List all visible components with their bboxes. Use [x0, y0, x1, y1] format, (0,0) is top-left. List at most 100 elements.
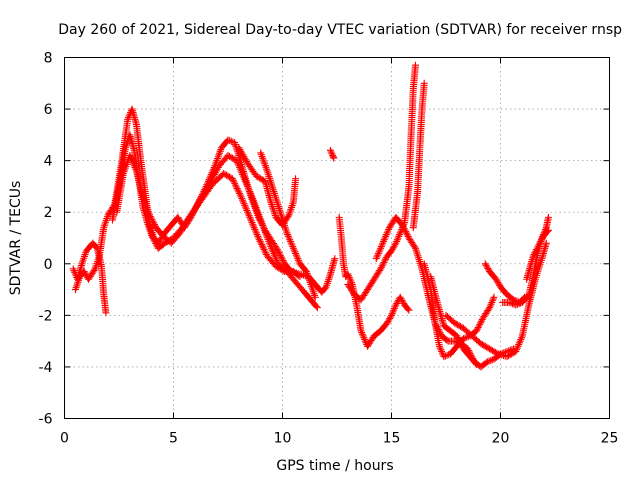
y-tick-label: 4 [44, 154, 53, 170]
data-point [187, 197, 205, 219]
data-point [220, 170, 235, 182]
x-tick-label: 20 [492, 431, 510, 447]
data-point [252, 172, 268, 184]
data-point [176, 212, 194, 237]
y-tick-label: -2 [39, 308, 53, 324]
data-point [486, 268, 499, 282]
data-point [167, 230, 183, 247]
data-point [396, 293, 408, 307]
data-point [451, 319, 466, 331]
series-track [113, 151, 304, 281]
data-point [435, 342, 447, 359]
data-point [100, 291, 110, 315]
data-point [486, 295, 497, 312]
data-point [115, 146, 129, 190]
data-point [233, 157, 247, 178]
data-point [512, 299, 525, 309]
data-point [440, 351, 453, 361]
data-point [285, 200, 297, 219]
data-point [523, 254, 537, 283]
series-track [442, 239, 550, 361]
data-point [364, 277, 377, 294]
data-point [503, 346, 516, 355]
data-point [433, 298, 447, 328]
x-tick-label: 15 [383, 431, 401, 447]
data-point [427, 273, 441, 305]
data-point [224, 136, 237, 146]
data-point [217, 137, 231, 152]
data-point [473, 316, 486, 335]
x-axis-label: GPS time / hours [276, 458, 393, 474]
data-point [248, 193, 264, 222]
data-point [89, 239, 100, 251]
y-tick-label: -4 [39, 360, 53, 376]
data-point [326, 146, 336, 158]
data-point [544, 213, 552, 221]
data-marks [69, 61, 552, 371]
data-point [161, 222, 174, 237]
data-point [292, 278, 307, 295]
data-point [409, 189, 421, 232]
data-point [235, 144, 251, 166]
data-point [392, 231, 403, 247]
x-tick-label: 5 [169, 431, 178, 447]
data-point [307, 296, 320, 310]
data-point [311, 293, 319, 301]
data-point [468, 332, 483, 346]
data-point [313, 304, 321, 312]
data-point [237, 193, 253, 220]
data-point [274, 247, 288, 266]
data-point [405, 234, 419, 251]
data-point [95, 226, 107, 260]
data-point [438, 332, 451, 344]
data-point [244, 159, 259, 179]
data-point [459, 324, 475, 339]
data-point [330, 154, 338, 162]
data-point [525, 277, 539, 309]
data-point [453, 332, 467, 351]
y-tick-label: -6 [39, 412, 53, 428]
data-point [132, 167, 147, 199]
data-point [473, 360, 481, 368]
y-tick-label: 2 [44, 205, 53, 221]
data-point [466, 353, 479, 367]
data-point [383, 248, 394, 260]
data-point [405, 133, 415, 190]
data-point [257, 216, 273, 245]
data-point [296, 273, 304, 281]
data-point [392, 213, 405, 228]
data-point [283, 229, 297, 251]
data-point [337, 234, 347, 266]
data-point [132, 121, 145, 163]
series-track [409, 79, 428, 232]
data-point [307, 280, 319, 299]
data-point [215, 153, 231, 170]
data-point [84, 266, 98, 283]
series-track [257, 149, 319, 301]
data-point [302, 268, 314, 287]
data-point [418, 81, 428, 113]
data-point [300, 288, 314, 303]
data-point [207, 164, 222, 185]
y-axis-label: SDTVAR / TECUs [8, 181, 24, 296]
data-point [239, 172, 255, 199]
data-point [372, 241, 386, 263]
data-point [540, 228, 551, 239]
data-point [420, 79, 428, 87]
series-track [71, 105, 339, 296]
data-point [486, 345, 501, 357]
data-point [335, 213, 345, 240]
data-point [344, 270, 356, 287]
data-point [364, 333, 377, 350]
data-point [518, 292, 532, 306]
series-track [523, 226, 552, 283]
data-point [409, 63, 419, 92]
data-point [265, 239, 281, 266]
data-point [98, 262, 108, 297]
data-point [388, 241, 399, 255]
data-point [503, 348, 518, 361]
data-point [257, 149, 271, 173]
data-point [342, 271, 351, 281]
data-point [263, 167, 277, 194]
data-point [143, 219, 155, 238]
